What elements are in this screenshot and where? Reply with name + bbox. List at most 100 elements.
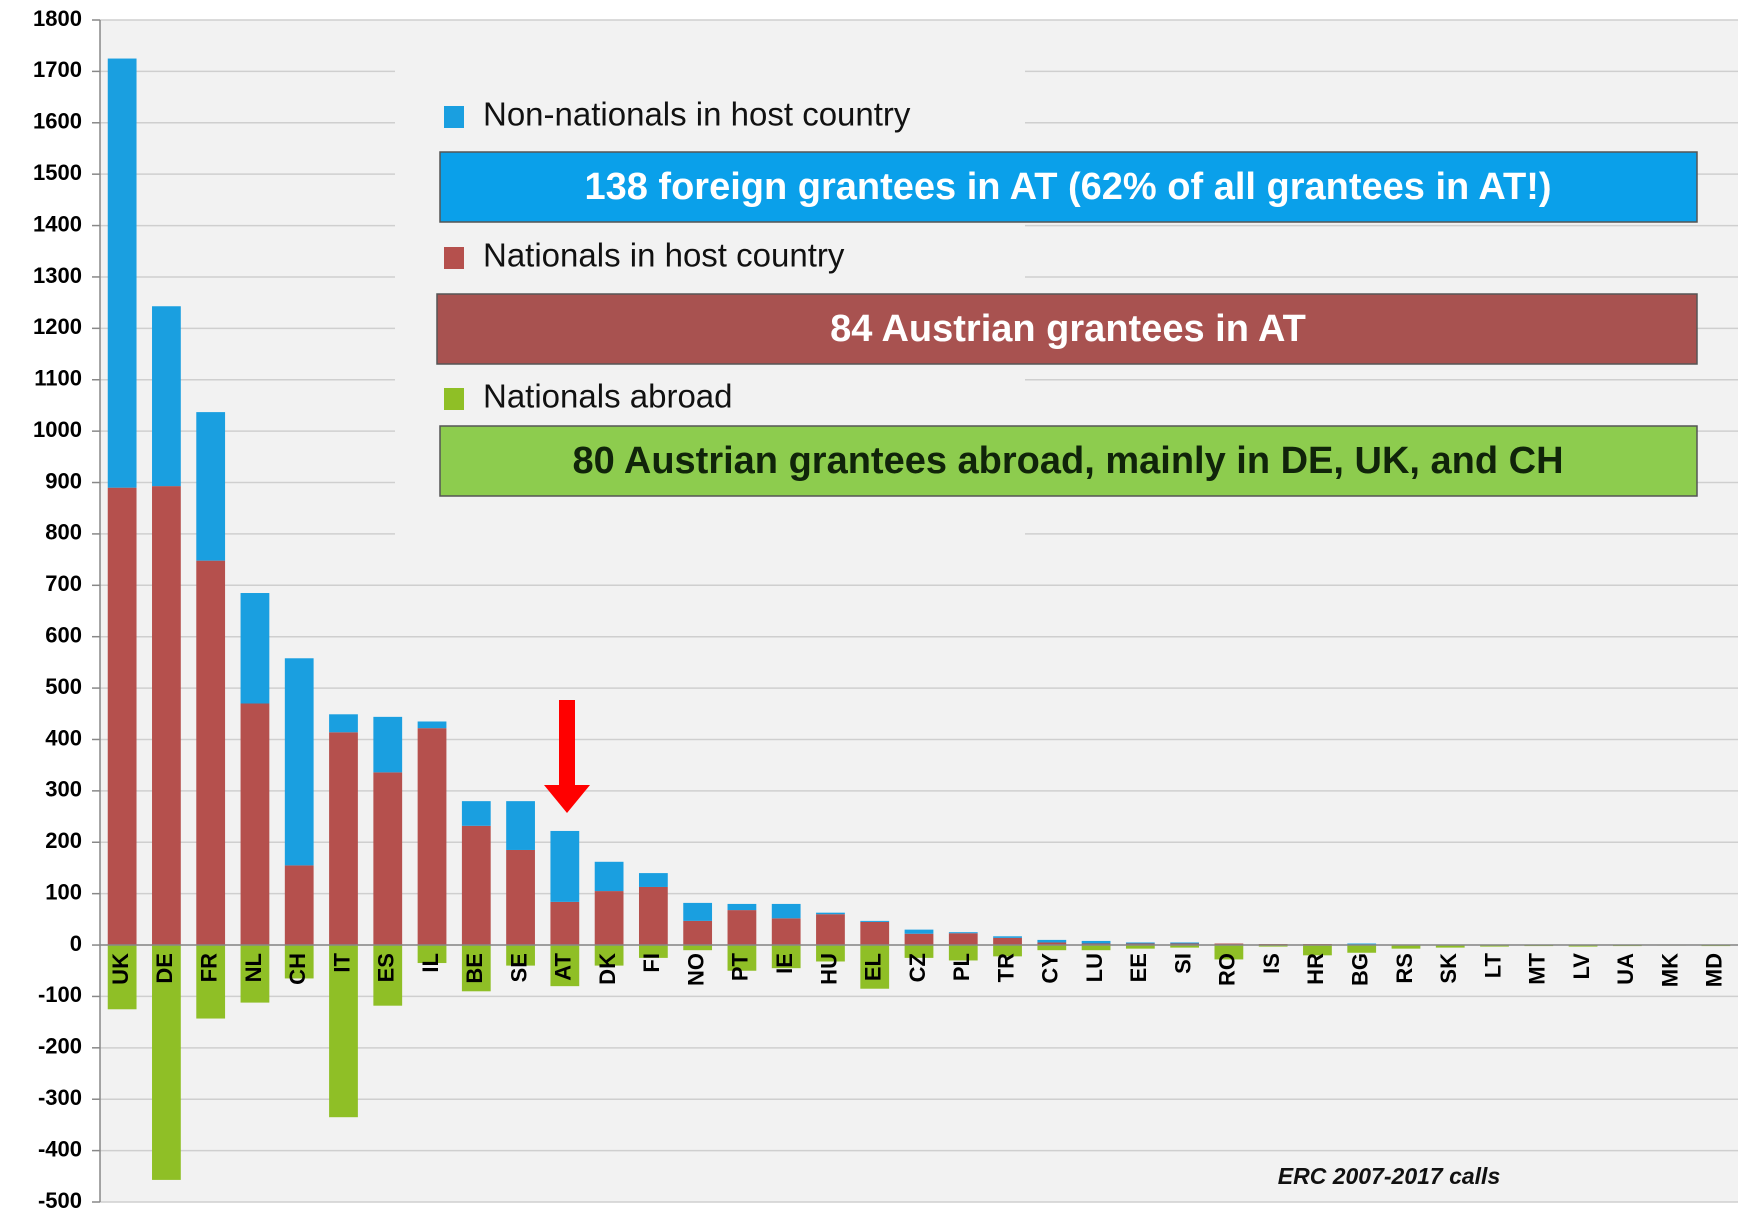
bars [100,58,1738,1180]
bar-segment [373,772,403,946]
y-tick-label: 300 [45,777,82,802]
bar-segment [417,945,447,964]
bar-segment [594,861,624,892]
x-tick-label: EE [1126,953,1151,982]
bar-segment [727,910,757,946]
x-tick-label: RO [1215,953,1240,986]
bar-segment [461,945,491,992]
y-tick-label: 1500 [33,160,82,185]
bar-segment [461,801,491,826]
y-tick-label: 1400 [33,211,82,236]
y-tick-label: 800 [45,520,82,545]
x-tick-label: IE [772,953,797,974]
bar-segment [860,921,890,946]
bar-segment [1081,940,1111,944]
legend-swatch [444,106,464,128]
bar-segment [771,918,801,946]
x-tick-label: IL [418,953,443,973]
x-tick-label: DK [595,953,620,985]
y-tick-label: -400 [38,1136,82,1161]
x-tick-label: IT [329,952,354,972]
bar-segment [771,945,801,969]
y-tick-label: 1700 [33,57,82,82]
bar-segment [1568,945,1598,947]
bar-segment [1480,945,1509,947]
bar-segment [461,825,491,946]
bar-segment [506,801,535,850]
x-tick-label: NL [241,953,266,982]
bar-segment [993,937,1022,946]
bar-segment [550,901,580,946]
legend-label: Non-nationals in host country [483,96,911,133]
y-tick-label: 1300 [33,263,82,288]
bar-segment [727,945,757,971]
bar-segment [1214,945,1244,960]
x-tick-label: UK [108,953,133,985]
bar-segment [1170,945,1200,948]
bar-segment [638,886,668,946]
bar-segment [506,945,535,966]
bar-segment [107,945,137,1010]
bar-segment [107,58,137,488]
y-tick-label: 1100 [34,366,82,391]
x-tick-label: LV [1569,953,1594,980]
bar-segment [1303,945,1332,956]
x-tick-label: HR [1303,953,1328,985]
x-tick-label: HU [816,953,841,985]
bar-segment [1258,945,1288,947]
bar-segment [594,891,624,946]
y-tick-label: -300 [38,1085,82,1110]
bar-segment [417,721,447,729]
bar-segment [373,945,403,1006]
bar-segment [1037,939,1067,943]
bar-segment [240,703,270,946]
bar-segment [196,560,226,946]
bar-segment [550,830,580,902]
bar-segment [284,658,314,866]
y-tick-label: -200 [38,1034,82,1059]
x-tick-label: TR [993,953,1018,982]
bar-segment [1214,943,1244,946]
x-tick-label: DE [152,953,177,984]
x-tick-label: LT [1480,952,1505,978]
bar-segment [948,932,978,934]
bar-segment [816,945,845,962]
bar-segment [993,936,1022,938]
bar-segment [1125,942,1155,944]
x-tick-label: BG [1348,953,1373,986]
bar-segment [904,945,934,958]
bar-segment [240,945,270,1003]
bar-segment [727,903,757,911]
bar-segment [1435,945,1465,948]
bar-segment [506,849,535,946]
bar-segment [1125,945,1155,949]
bar-segment [152,486,181,946]
bar-segment [329,945,358,1118]
bar-segment [683,945,713,951]
bar-segment [683,920,713,946]
bar-segment [329,732,358,946]
banner-text: 84 Austrian grantees in AT [830,308,1306,350]
y-tick-label: 400 [45,725,82,750]
x-tick-label: CZ [905,953,930,982]
x-tick-label: FI [639,953,664,973]
x-tick-label: MD [1702,953,1727,987]
x-tick-label: NO [683,953,708,986]
bar-segment [152,945,181,1180]
banner-text: 138 foreign grantees in AT (62% of all g… [584,166,1551,208]
bar-segment [683,902,713,921]
highlight-arrow [544,700,590,813]
bar-segment [860,920,890,922]
bar-segment [1037,945,1067,951]
bar-segment [1347,943,1377,945]
bar-segment [1347,945,1377,953]
bar-segment [638,873,668,887]
bar-segment [1081,943,1111,946]
bar-segment [860,945,890,989]
y-tick-label: 1200 [33,314,82,339]
x-tick-label: AT [551,952,576,980]
x-tick-label: PL [949,953,974,981]
bar-segment [816,912,845,915]
y-tick-label: 0 [70,931,82,956]
bar-segment [904,929,934,934]
